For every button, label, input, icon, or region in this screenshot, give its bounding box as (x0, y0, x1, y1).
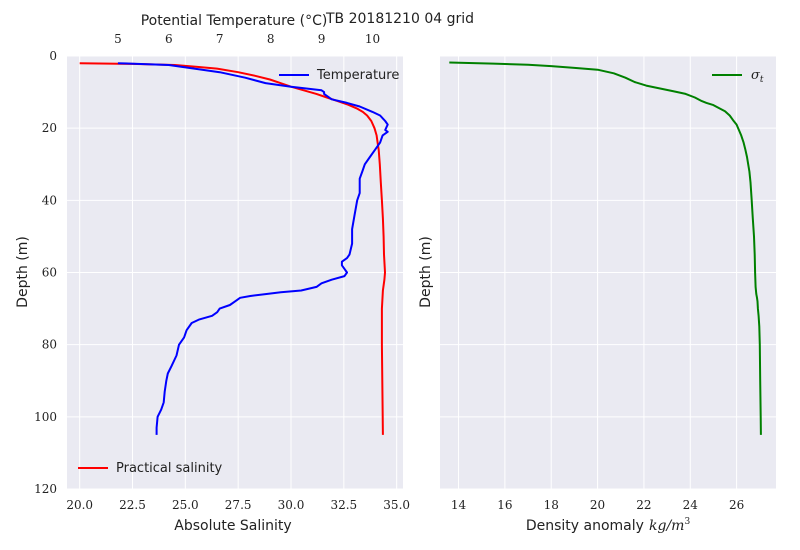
left-y-tick-label: 20 (42, 121, 57, 135)
right-x-tick-label: 18 (544, 498, 559, 512)
left-y-tick-label: 100 (34, 410, 57, 424)
legend-salinity-label: Practical salinity (116, 461, 223, 476)
left-x-top-label: Potential Temperature (°C) (141, 13, 328, 29)
right-y-label: Depth (m) (418, 236, 434, 308)
legend-sigma: σt (712, 68, 764, 85)
right-chart: 14 16 18 20 22 24 26 Density anomaly kg/m3 Dep… (418, 55, 776, 534)
left-y-label: Depth (m) (15, 236, 31, 308)
left-y-tick-label: 40 (42, 193, 57, 207)
left-x-bottom-tick-label: 22.5 (119, 498, 146, 512)
left-y-tick-label: 0 (49, 49, 57, 63)
left-x-bottom-tick-label: 20.0 (66, 498, 93, 512)
left-x-bottom-label: Absolute Salinity (174, 518, 291, 534)
left-y-ticks: 0 20 40 60 80 100 120 (34, 49, 57, 496)
left-y-tick-label: 60 (42, 266, 57, 280)
right-x-tick-label: 16 (497, 498, 512, 512)
left-x-top-tick-label: 10 (365, 32, 380, 46)
left-x-bottom-tick-label: 35.0 (383, 498, 410, 512)
left-x-top-ticks: 5 6 7 8 9 10 (114, 32, 380, 46)
right-x-tick-label: 24 (683, 498, 699, 512)
left-x-top-tick-label: 8 (267, 32, 275, 46)
temperature-line (117, 62, 389, 435)
salinity-line (79, 62, 386, 435)
left-grid (67, 55, 403, 490)
left-x-bottom-ticks: 20.0 22.5 25.0 27.5 30.0 32.5 35.0 (66, 498, 410, 512)
legend-sigma-label: σt (751, 68, 764, 85)
left-y-tick-label: 120 (34, 482, 57, 496)
left-x-top-tick-label: 7 (216, 32, 224, 46)
left-x-top-tick-label: 9 (318, 32, 326, 46)
legend-sigma-base: σ (751, 68, 761, 83)
legend-temperature-label: Temperature (316, 68, 399, 83)
figure-title: TB 20181210 04 grid (325, 11, 474, 27)
right-series (449, 61, 762, 435)
left-chart: 0 20 40 60 80 100 120 20.0 22.5 25.0 27.5 30.0 32.5… (15, 13, 410, 534)
right-grid (440, 55, 776, 490)
sigma-t-line (449, 61, 762, 435)
right-x-tick-label: 26 (729, 498, 744, 512)
right-x-label: Density anomaly kg/m3 (526, 515, 691, 534)
right-x-tick-label: 22 (636, 498, 651, 512)
right-x-label-text: Density anomaly (526, 518, 644, 534)
left-series (79, 62, 389, 435)
left-x-top-tick-label: 5 (114, 32, 122, 46)
left-x-top-tick-label: 6 (165, 32, 173, 46)
legend-salinity: Practical salinity (78, 461, 223, 476)
right-x-tick-label: 14 (451, 498, 467, 512)
left-x-bottom-tick-label: 30.0 (278, 498, 305, 512)
right-x-tick-label: 20 (590, 498, 605, 512)
left-y-tick-label: 80 (42, 338, 57, 352)
left-x-bottom-tick-label: 32.5 (330, 498, 357, 512)
right-x-ticks: 14 16 18 20 22 24 26 (451, 498, 744, 512)
right-x-label-math: kg/m (649, 518, 684, 534)
legend-temperature: Temperature (279, 68, 399, 83)
legend-sigma-sub: t (760, 75, 764, 85)
left-x-bottom-tick-label: 25.0 (172, 498, 199, 512)
left-x-bottom-tick-label: 27.5 (225, 498, 252, 512)
right-x-label-sup: 3 (684, 517, 690, 527)
